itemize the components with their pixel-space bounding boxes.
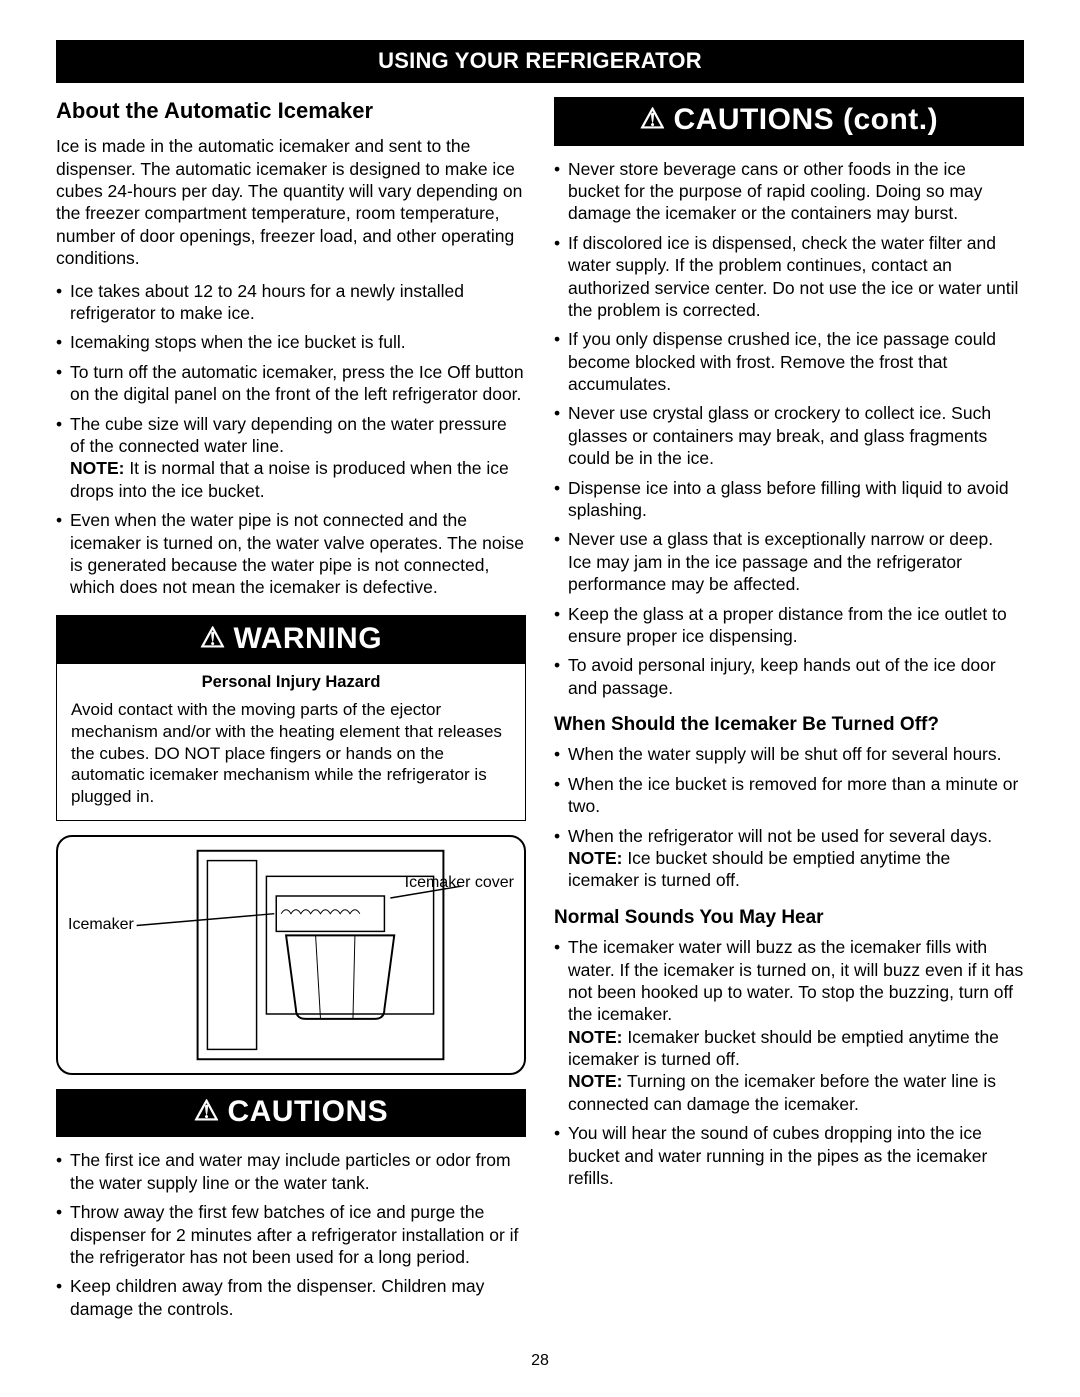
cautions-cont-title: CAUTIONS (cont.) [673,103,938,136]
caution-icon: ⚠ [640,101,666,137]
list-item: Keep the glass at a proper distance from… [554,603,1020,648]
list-item: Ice takes about 12 to 24 hours for a new… [56,280,526,325]
note-label: NOTE: [568,1027,622,1047]
cautions-cont-header: ⚠CAUTIONS (cont.) [554,97,1024,145]
note-label: NOTE: [70,458,124,478]
caution-icon: ⚠ [194,1093,220,1129]
list-item: If discolored ice is dispensed, check th… [554,232,1020,322]
note-text: Ice bucket should be emptied anytime the… [568,848,950,890]
list-item: To turn off the automatic icemaker, pres… [56,361,526,406]
about-icemaker-heading: About the Automatic Icemaker [56,97,526,125]
when-off-heading: When Should the Icemaker Be Turned Off? [554,713,1024,737]
list-item: Icemaking stops when the ice bucket is f… [56,331,526,353]
list-item: The cube size will vary depending on the… [56,413,526,503]
note-text: Icemaker bucket should be emptied anytim… [568,1027,999,1069]
warning-icon: ⚠ [200,620,226,656]
sounds-heading: Normal Sounds You May Hear [554,906,1024,930]
list-item: The first ice and water may include part… [56,1149,522,1194]
icemaker-diagram: Icemaker Icemaker cover [56,835,526,1075]
diagram-label-icemaker: Icemaker [68,915,134,935]
warning-text: Avoid contact with the moving parts of t… [71,699,511,808]
list-item: You will hear the sound of cubes droppin… [554,1122,1024,1189]
warning-subheading: Personal Injury Hazard [71,672,511,693]
warning-box: ⚠WARNING Personal Injury Hazard Avoid co… [56,615,526,821]
cautions-title: CAUTIONS [227,1095,388,1128]
list-item: Keep children away from the dispenser. C… [56,1275,522,1320]
list-item: Never use crystal glass or crockery to c… [554,402,1020,469]
cautions-cont-list: Never store beverage cans or other foods… [554,158,1024,700]
note-label: NOTE: [568,848,622,868]
list-item: Throw away the first few batches of ice … [56,1201,522,1268]
diagram-label-cover: Icemaker cover [405,873,514,893]
warning-header: ⚠WARNING [57,616,525,664]
note-text: It is normal that a noise is produced wh… [70,458,509,500]
list-item: When the water supply will be shut off f… [554,743,1024,765]
list-item: Even when the water pipe is not connecte… [56,509,526,599]
list-item: Never store beverage cans or other foods… [554,158,1020,225]
list-item: To avoid personal injury, keep hands out… [554,654,1020,699]
list-text: The cube size will vary depending on the… [70,414,507,456]
note-text: Turning on the icemaker before the water… [568,1071,996,1113]
list-item: Dispense ice into a glass before filling… [554,477,1020,522]
note-label: NOTE: [568,1071,622,1091]
list-item: When the refrigerator will not be used f… [554,825,1024,892]
right-column: ⚠CAUTIONS (cont.) Never store beverage c… [554,97,1024,1327]
list-item: If you only dispense crushed ice, the ic… [554,328,1020,395]
cautions-header: ⚠CAUTIONS [56,1089,526,1137]
icemaker-info-list: Ice takes about 12 to 24 hours for a new… [56,280,526,599]
list-text: The icemaker water will buzz as the icem… [568,937,1023,1024]
list-text: When the refrigerator will not be used f… [568,826,992,846]
list-item: The icemaker water will buzz as the icem… [554,936,1024,1115]
intro-paragraph: Ice is made in the automatic icemaker an… [56,135,526,269]
sounds-list: The icemaker water will buzz as the icem… [554,936,1024,1189]
list-item: When the ice bucket is removed for more … [554,773,1024,818]
warning-title: WARNING [234,622,383,655]
two-column-layout: About the Automatic Icemaker Ice is made… [56,97,1024,1327]
section-banner: USING YOUR REFRIGERATOR [56,40,1024,83]
cautions-list: The first ice and water may include part… [56,1149,526,1320]
left-column: About the Automatic Icemaker Ice is made… [56,97,526,1327]
list-item: Never use a glass that is exceptionally … [554,528,1020,595]
page-number: 28 [56,1351,1024,1371]
when-off-list: When the water supply will be shut off f… [554,743,1024,891]
